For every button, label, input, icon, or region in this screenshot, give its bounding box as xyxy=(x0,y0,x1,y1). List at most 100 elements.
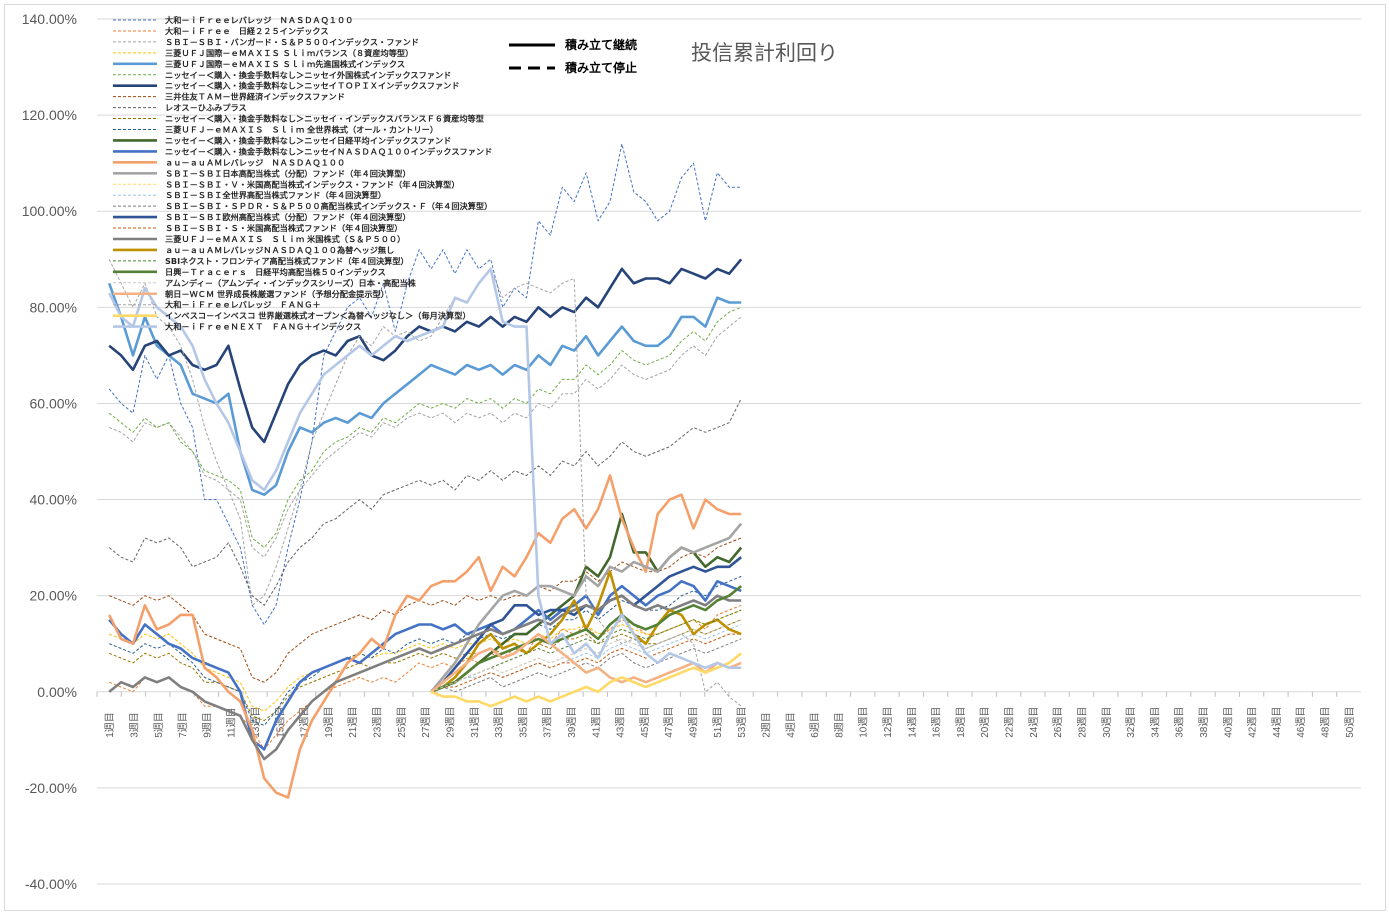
x-tick-label: 30週目 xyxy=(1101,707,1113,738)
legend-label: 三菱ＵＦＪ－ｅＭＡＸＩＳ Ｓｌｉｍ 米国株式（Ｓ＆Ｐ５００） xyxy=(165,234,405,244)
series-line xyxy=(430,609,742,693)
legend-label: ａｕ－ａｕＡＭレバレッジ ＮＡＳＤＡＱ１００ xyxy=(165,157,345,167)
legend-label: 三菱ＵＦＪ国際－ｅＭＡＸＩＳ Ｓｌｉｍ先進国株式インデックス xyxy=(165,59,405,69)
series-line xyxy=(108,259,742,707)
legend-label: ＳＢＩ－ＳＢＩ・バンガード・Ｓ＆Ｐ５００インデックス・ファンド xyxy=(165,37,419,47)
x-tick-label: 36週目 xyxy=(1174,707,1186,738)
chart-title: 投信累計利回り xyxy=(691,41,838,65)
x-tick-label: 44週目 xyxy=(1271,707,1283,738)
series-line xyxy=(430,624,742,693)
legend-label: 三菱ＵＦＪ－ｅＭＡＸＩＳ Ｓｌｉｍ 全世界株式（オール・カントリー） xyxy=(165,125,438,135)
y-tick-label: 60.00% xyxy=(30,395,77,411)
x-tick-label: 25週目 xyxy=(396,707,408,738)
y-tick-label: 100.00% xyxy=(22,203,77,219)
x-tick-label: 42週目 xyxy=(1247,707,1259,738)
series-line xyxy=(108,267,742,670)
series-line xyxy=(108,258,743,444)
x-tick-label: 40週目 xyxy=(1222,707,1234,738)
x-tick-label: 16週目 xyxy=(931,707,943,738)
series-line xyxy=(108,398,742,606)
x-tick-label: 46週目 xyxy=(1295,707,1307,738)
style-legend-label: 積み立て停止 xyxy=(564,60,637,75)
x-tick-label: 32週目 xyxy=(1125,707,1137,738)
x-tick-label: 7週目 xyxy=(177,712,189,738)
x-tick-label: 24週目 xyxy=(1028,707,1040,738)
legend-label: アムンディ－（アムンディ・インデックスシリーズ）日本・高配当株 xyxy=(165,278,417,288)
x-tick-label: 49週目 xyxy=(688,707,700,738)
line-chart: 140.00% 120.00% 100.00% 80.00% 60.00% 40.00% 2… xyxy=(22,11,1361,892)
series-line xyxy=(430,619,742,693)
x-tick-label: 15週目 xyxy=(274,707,286,738)
legend-label: 大和－ｉＦｒｅｅ 日経２２５インデックス xyxy=(165,26,329,36)
series-lines xyxy=(107,143,743,799)
series-line xyxy=(108,143,742,625)
y-tick-label: -40.00% xyxy=(25,876,77,892)
legend-label: 三井住友ＴＡＭ－世界経済インデックスファンド xyxy=(165,92,345,102)
series-line xyxy=(109,537,742,683)
x-tick-label: 4週目 xyxy=(785,712,797,738)
legend-label: ａｕ－ａｕＡＭレバレッジＮＡＳＤＡＱ１００為替ヘッジ無し xyxy=(165,245,394,255)
x-tick-label: 2週目 xyxy=(760,712,772,738)
x-tick-label: 41週目 xyxy=(590,707,602,738)
x-tick-label: 27週目 xyxy=(420,707,432,738)
gridlines xyxy=(97,18,1361,885)
y-tick-label: 120.00% xyxy=(22,107,77,123)
x-tick-label: 19週目 xyxy=(323,707,335,738)
legend-label: ＳＢＩ－ＳＢＩ日本高配当株式（分配）ファンド（年４回決算型） xyxy=(165,168,411,178)
x-tick-label: 28週目 xyxy=(1076,707,1088,738)
y-tick-label: 0.00% xyxy=(37,684,77,700)
legend-label: ニッセイ－＜購入・換金手数料なし＞ニッセイ・インデックスバランスＦ６資産均等型 xyxy=(165,114,484,124)
x-tick-label: 48週目 xyxy=(1320,707,1332,738)
y-tick-label: 40.00% xyxy=(30,492,77,508)
x-tick-label: 34週目 xyxy=(1149,707,1161,738)
x-tick-label: 21週目 xyxy=(347,707,359,738)
x-tick-label: 23週目 xyxy=(372,707,384,738)
series-line xyxy=(430,632,742,693)
x-tick-label: 37週目 xyxy=(542,707,554,738)
legend-label: ＳＢＩ－ＳＢＩ・Ｓ・米国高配当株式ファンド（年４回決算型） xyxy=(165,223,402,233)
series-line xyxy=(430,652,743,708)
x-tick-label: 35週目 xyxy=(517,707,529,738)
legend-label: 朝日－ＷＣＭ 世界成長株厳選ファンド（予想分配金提示型） xyxy=(165,289,389,299)
legend-label: 三菱ＵＦＪ国際－ｅＭＡＸＩＳ Ｓｌｉｍバランス（８資産均等型） xyxy=(165,48,413,58)
x-tick-label: 22週目 xyxy=(1004,707,1016,738)
y-tick-label: 20.00% xyxy=(30,588,77,604)
legend-label: ニッセイ－＜購入・換金手数料なし＞ニッセイＴＯＰＩＸインデックスファンド xyxy=(165,81,460,91)
x-tick-label: 47週目 xyxy=(663,707,675,738)
x-tick-label: 33週目 xyxy=(493,707,505,738)
series-line xyxy=(107,282,742,496)
legend-label: ＳＢＩ－ＳＢＩ・Ｖ・米国高配当株式インデックス・ファンド（年４回決算型） xyxy=(165,179,460,189)
series-line xyxy=(108,594,742,761)
y-axis: 140.00% 120.00% 100.00% 80.00% 60.00% 40.00% 2… xyxy=(22,11,77,892)
legend-label: ニッセイ－＜購入・換金手数料なし＞ニッセイＮＡＳＤＡＱ１００インデックスファンド xyxy=(165,146,492,156)
legend-label: ニッセイ－＜購入・換金手数料なし＞ニッセイ日経平均インデックスファンド xyxy=(165,135,451,145)
x-tick-label: 8週目 xyxy=(833,712,845,738)
legend-label: レオス－ひふみプラス xyxy=(165,103,247,113)
x-tick-label: 9週目 xyxy=(201,712,213,738)
legend-label: 日興－Ｔｒａｃｅｒｓ 日経平均高配当株５０インデックス xyxy=(165,267,386,277)
x-tick-label: 18週目 xyxy=(955,707,967,738)
x-tick-label: 11週目 xyxy=(226,707,238,737)
x-tick-label: 53週目 xyxy=(736,707,748,738)
x-tick-label: 29週目 xyxy=(444,707,456,738)
x-tick-label: 6週目 xyxy=(809,712,821,738)
legend-label: 大和－ｉＦｒｅｅＮＥＸＴ ＦＡＮＧ＋インデックス xyxy=(165,322,361,332)
legend-label: ＳＢＩ－ＳＢＩ欧州高配当株式（分配）ファンド（年４回決算型） xyxy=(165,212,411,222)
x-tick-label: 50週目 xyxy=(1344,707,1356,738)
x-tick-label: 39週目 xyxy=(566,707,578,738)
series-line xyxy=(430,522,743,693)
legend-label: ＳＢＩ－ＳＢＩ全世界高配当株式ファンド（年４回決算型） xyxy=(165,190,386,200)
x-tick-label: 10週目 xyxy=(858,707,870,738)
series-line xyxy=(430,638,742,693)
series-line xyxy=(430,633,742,693)
legend-label: ニッセイ－＜購入・換金手数料なし＞ニッセイ外国株式インデックスファンド xyxy=(165,70,451,80)
y-tick-label: 140.00% xyxy=(22,11,77,27)
y-tick-label: -20.00% xyxy=(25,780,77,796)
x-tick-label: 51週目 xyxy=(712,707,724,738)
legend-label: ＳＢＩ－ＳＢＩ・ＳＰＤＲ・Ｓ＆Ｐ５００高配当株式インデックス・Ｆ（年４回決算型） xyxy=(165,201,492,211)
chart-frame: 140.00% 120.00% 100.00% 80.00% 60.00% 40.00% 2… xyxy=(4,4,1386,911)
legend-label: SBIネクスト・フロンティア高配当株式ファンド（年４回決算型） xyxy=(165,256,409,266)
x-axis: 1週目 3週目 5週目 7週目 9週目 11週目 13週目 15週目 17週目 19週目 21週目 2… xyxy=(96,691,1356,738)
